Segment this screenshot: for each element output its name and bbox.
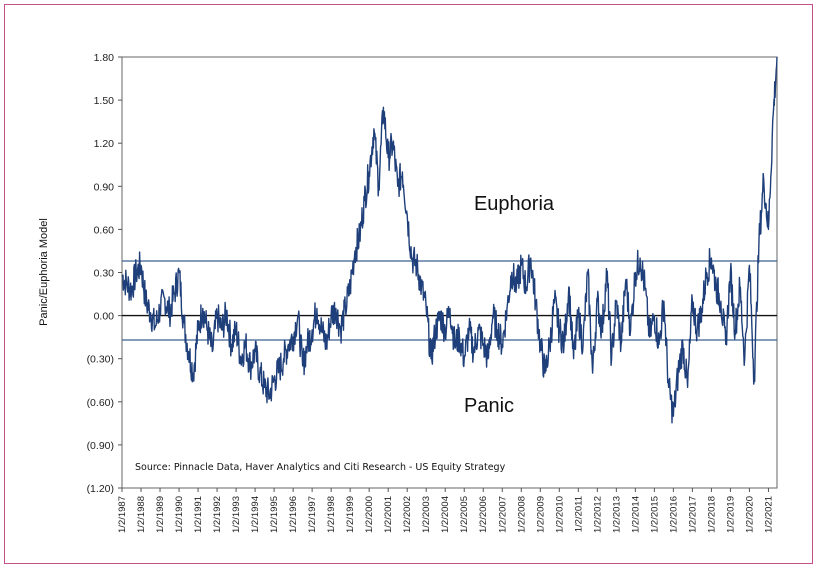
x-tick-label: 1/2/1987 xyxy=(117,496,128,533)
x-tick-label: 1/2/2020 xyxy=(744,496,755,533)
plot-area xyxy=(121,56,778,489)
x-tick-label: 1/2/1990 xyxy=(174,496,185,533)
x-tick-label: 1/2/2011 xyxy=(573,496,584,532)
y-tick-label: 1.80 xyxy=(94,52,115,64)
x-tick-label: 1/2/1993 xyxy=(231,496,242,533)
x-tick-label: 1/2/2005 xyxy=(459,496,470,533)
y-tick-label: 0.90 xyxy=(94,181,115,193)
x-tick-label: 1/2/1989 xyxy=(155,496,166,533)
series-line xyxy=(121,56,778,424)
x-tick-label: 1/2/2016 xyxy=(668,496,679,533)
y-tick-label: 0.60 xyxy=(94,224,115,236)
x-tick-label: 1/2/1988 xyxy=(136,496,147,533)
x-tick-label: 1/2/2008 xyxy=(516,496,527,533)
x-tick-label: 1/2/2006 xyxy=(478,496,489,533)
x-tick-label: 1/2/1998 xyxy=(326,496,337,533)
x-tick-label: 1/2/2010 xyxy=(554,496,565,533)
x-tick-label: 1/2/2012 xyxy=(592,496,603,533)
x-tick-label: 1/2/2019 xyxy=(725,496,736,533)
y-tick-label: (0.60) xyxy=(87,397,114,409)
x-tick-label: 1/2/2001 xyxy=(383,496,394,533)
x-tick-label: 1/2/2009 xyxy=(535,496,546,533)
y-tick-label: 0.30 xyxy=(94,268,115,280)
x-tick-label: 1/2/1997 xyxy=(307,496,318,533)
x-tick-label: 1/2/2015 xyxy=(649,496,660,533)
panic-label: Panic xyxy=(464,395,514,417)
x-tick-label: 1/2/2003 xyxy=(421,496,432,533)
x-tick-label: 1/2/2018 xyxy=(706,496,717,533)
y-axis-label: Panic/Euphoria Model xyxy=(38,218,50,326)
x-tick-label: 1/2/1992 xyxy=(212,496,223,533)
source-note: Source: Pinnacle Data, Haver Analytics a… xyxy=(135,462,506,473)
y-tick-label: (0.30) xyxy=(87,354,114,366)
x-tick-label: 1/2/2007 xyxy=(497,496,508,533)
x-tick-label: 1/2/2017 xyxy=(687,496,698,533)
y-tick-label: 0.00 xyxy=(94,311,115,323)
x-tick-label: 1/2/2021 xyxy=(763,496,774,533)
x-tick-label: 1/2/1999 xyxy=(345,496,356,533)
chart-frame xyxy=(4,4,813,564)
x-tick-label: 1/2/2014 xyxy=(630,496,641,533)
y-tick-label: 1.50 xyxy=(94,95,115,107)
y-tick-label: 1.20 xyxy=(94,138,115,150)
x-tick-label: 1/2/2004 xyxy=(440,496,451,533)
x-tick-label: 1/2/2000 xyxy=(364,496,375,533)
x-tick-label: 1/2/1991 xyxy=(193,496,204,533)
x-tick-label: 1/2/1996 xyxy=(288,496,299,533)
x-tick-label: 1/2/2013 xyxy=(611,496,622,533)
x-tick-label: 1/2/2002 xyxy=(402,496,413,533)
y-tick-label: (0.90) xyxy=(87,440,114,452)
x-tick-label: 1/2/1995 xyxy=(269,496,280,533)
x-tick-label: 1/2/1994 xyxy=(250,496,261,533)
euphoria-label: Euphoria xyxy=(474,193,555,215)
y-tick-label: (1.20) xyxy=(87,483,114,495)
